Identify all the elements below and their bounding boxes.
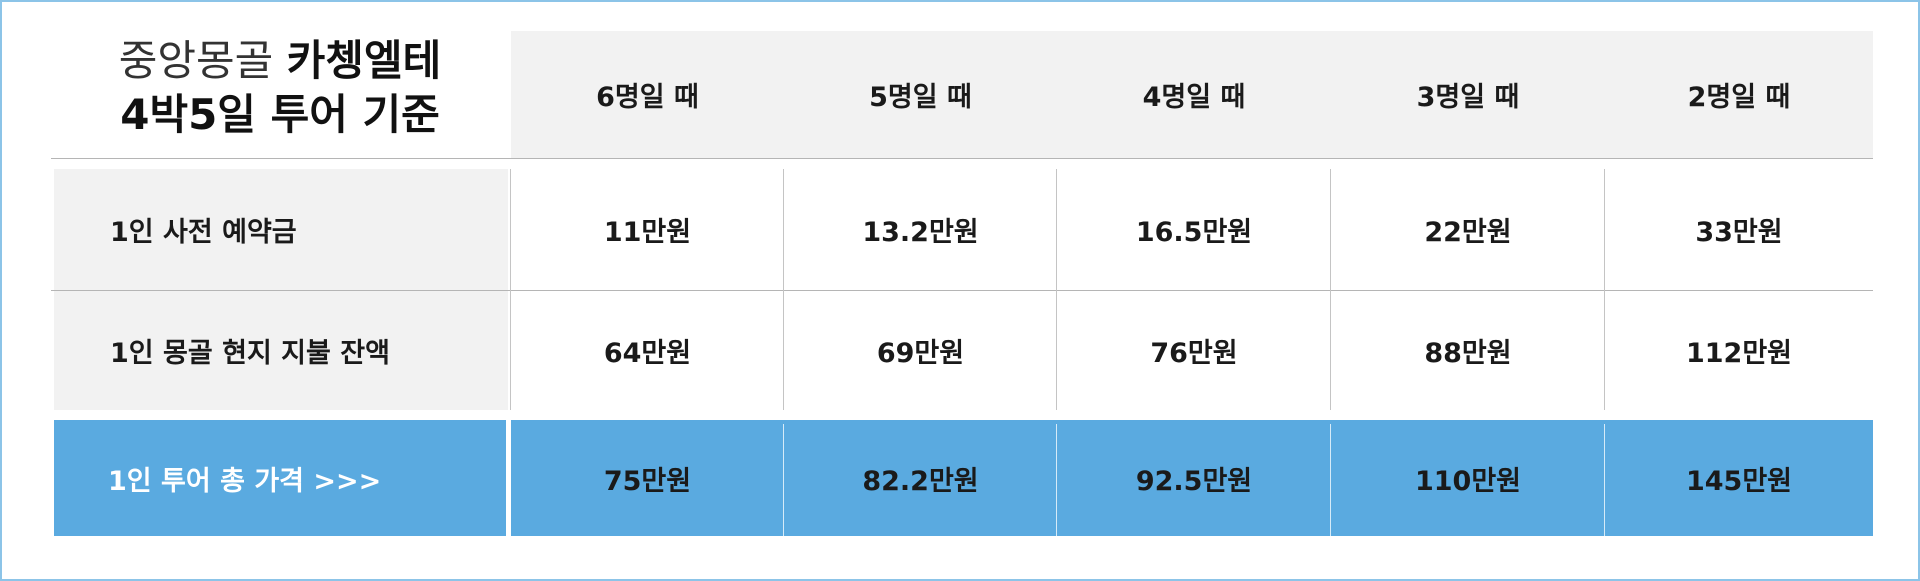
title-region: 중앙몽골 bbox=[118, 36, 274, 85]
price-cell: 145만원 bbox=[1685, 465, 1793, 497]
column-divider bbox=[1330, 424, 1331, 536]
price-cell: 82.2만원 bbox=[862, 465, 979, 497]
price-cell: 75만원 bbox=[603, 465, 692, 497]
price-cell: 69만원 bbox=[876, 338, 965, 369]
column-divider bbox=[783, 169, 784, 410]
table-title: 중앙몽골 카쳉엘테 4박5일 투어 기준 bbox=[51, 20, 509, 158]
column-divider bbox=[507, 420, 510, 536]
column-divider bbox=[510, 169, 511, 410]
divider bbox=[51, 158, 1873, 159]
price-cell: 11만원 bbox=[603, 217, 692, 248]
column-divider bbox=[1056, 169, 1057, 410]
row-label-total: 1인 투어 총 가격 >>> bbox=[54, 420, 506, 536]
column-header: 5명일 때 bbox=[869, 82, 972, 113]
column-header: 4명일 때 bbox=[1142, 82, 1246, 113]
divider bbox=[51, 290, 1873, 291]
total-row bbox=[511, 420, 1873, 536]
title-place: 카쳉엘테 bbox=[286, 36, 442, 85]
column-divider bbox=[1330, 169, 1331, 410]
column-divider bbox=[1056, 424, 1057, 536]
price-cell: 33만원 bbox=[1695, 217, 1783, 248]
price-cell: 64만원 bbox=[603, 338, 692, 369]
price-cell: 16.5만원 bbox=[1135, 217, 1253, 248]
price-cell: 22만원 bbox=[1424, 217, 1512, 248]
column-header: 2명일 때 bbox=[1687, 82, 1791, 113]
price-cell: 110만원 bbox=[1414, 465, 1522, 497]
row-label-balance: 1인 몽골 현지 지불 잔액 bbox=[54, 291, 508, 410]
row-label-deposit: 1인 사전 예약금 bbox=[54, 169, 508, 290]
column-divider bbox=[783, 424, 784, 536]
column-header: 3명일 때 bbox=[1416, 82, 1520, 113]
column-header: 6명일 때 bbox=[596, 82, 699, 113]
price-cell: 88만원 bbox=[1424, 338, 1512, 369]
header-row bbox=[511, 31, 1873, 158]
price-cell: 112만원 bbox=[1685, 338, 1793, 369]
price-cell: 92.5만원 bbox=[1135, 465, 1253, 497]
price-cell: 13.2만원 bbox=[862, 217, 979, 248]
column-divider bbox=[1604, 424, 1605, 536]
price-cell: 76만원 bbox=[1150, 338, 1238, 369]
title-subtitle: 4박5일 투어 기준 bbox=[120, 90, 440, 139]
column-divider bbox=[1604, 169, 1605, 410]
